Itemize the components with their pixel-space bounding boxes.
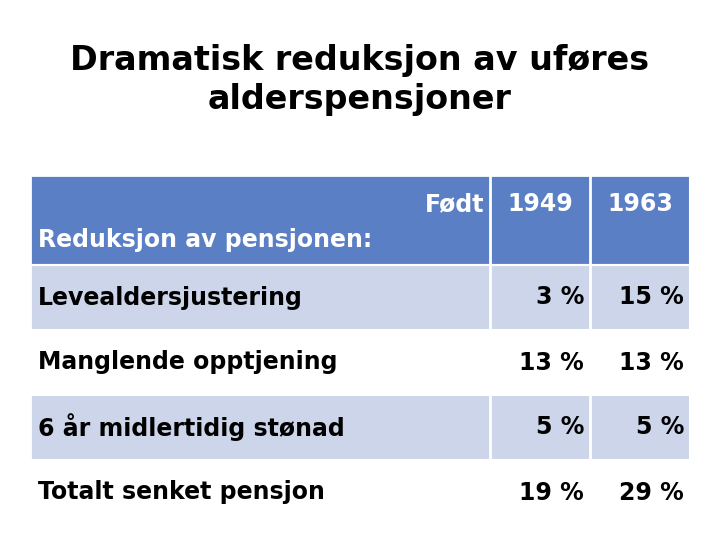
Text: Dramatisk reduksjon av uføres
alderspensjoner: Dramatisk reduksjon av uføres alderspens… bbox=[71, 44, 649, 116]
Bar bbox=[30, 175, 690, 525]
Bar bbox=[30, 395, 690, 460]
Text: Totalt senket pensjon: Totalt senket pensjon bbox=[38, 481, 325, 504]
Bar bbox=[30, 330, 690, 395]
Text: Levealdersjustering: Levealdersjustering bbox=[38, 286, 303, 309]
Text: 13 %: 13 % bbox=[519, 350, 584, 375]
Text: Manglende opptjening: Manglende opptjening bbox=[38, 350, 338, 375]
Text: Reduksjon av pensjonen:: Reduksjon av pensjonen: bbox=[38, 228, 372, 252]
Text: 1949: 1949 bbox=[507, 192, 573, 216]
Text: Født: Født bbox=[425, 192, 484, 216]
Bar bbox=[30, 265, 690, 330]
Bar bbox=[30, 460, 690, 525]
Text: 3 %: 3 % bbox=[536, 286, 584, 309]
Text: 19 %: 19 % bbox=[519, 481, 584, 504]
Text: 13 %: 13 % bbox=[619, 350, 684, 375]
Text: 1963: 1963 bbox=[607, 192, 673, 216]
Text: 5 %: 5 % bbox=[636, 415, 684, 440]
Text: 5 %: 5 % bbox=[536, 415, 584, 440]
Text: 29 %: 29 % bbox=[619, 481, 684, 504]
Bar bbox=[30, 175, 690, 265]
Text: 6 år midlertidig stønad: 6 år midlertidig stønad bbox=[38, 414, 345, 441]
Text: 15 %: 15 % bbox=[619, 286, 684, 309]
